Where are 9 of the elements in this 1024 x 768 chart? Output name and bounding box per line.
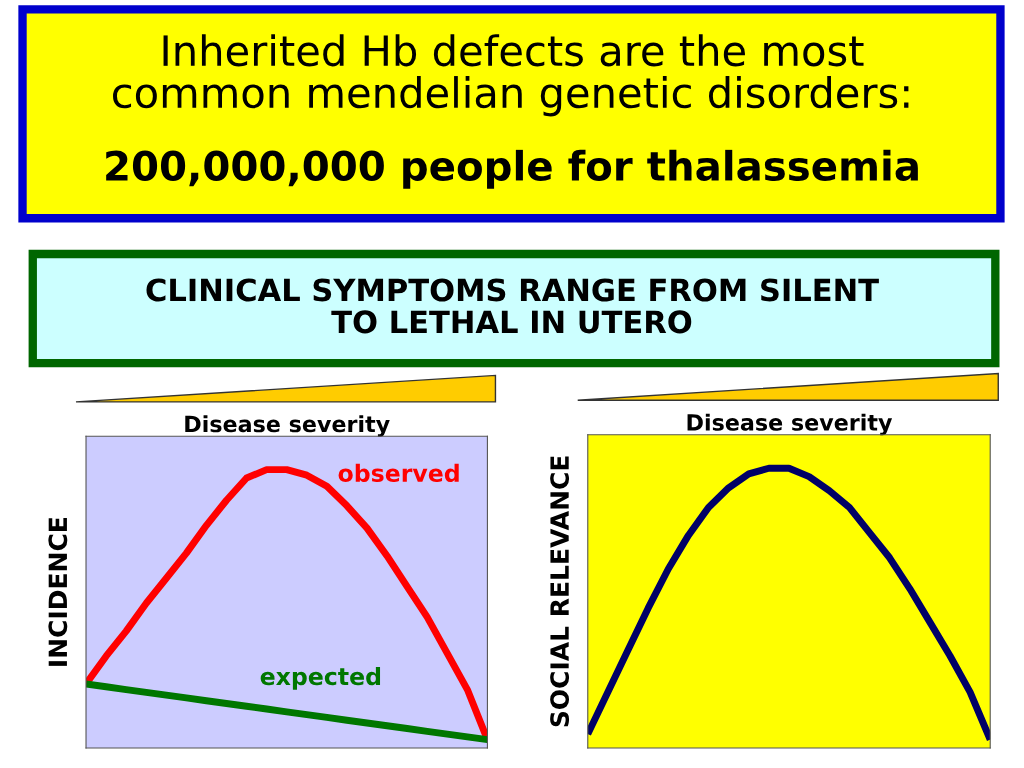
y-axis-title: SOCIAL RELEVANCE bbox=[550, 456, 570, 727]
y-axis-title: INCIDENCE bbox=[48, 517, 68, 666]
text: Inherited Hb defects are the most common mendelian genetic disorders: bbox=[113, 34, 909, 117]
x-axis-title: Disease severity bbox=[185, 415, 390, 437]
series-label: observed bbox=[338, 463, 459, 483]
text: 200,000,000 people for thalassemia bbox=[106, 149, 918, 189]
series-label: expected bbox=[260, 667, 381, 690]
x-axis-title: Disease severity bbox=[687, 413, 893, 436]
text: CLINICAL SYMPTOMS RANGE FROM SILENT TO LETHAL IN UTERO bbox=[146, 278, 879, 334]
